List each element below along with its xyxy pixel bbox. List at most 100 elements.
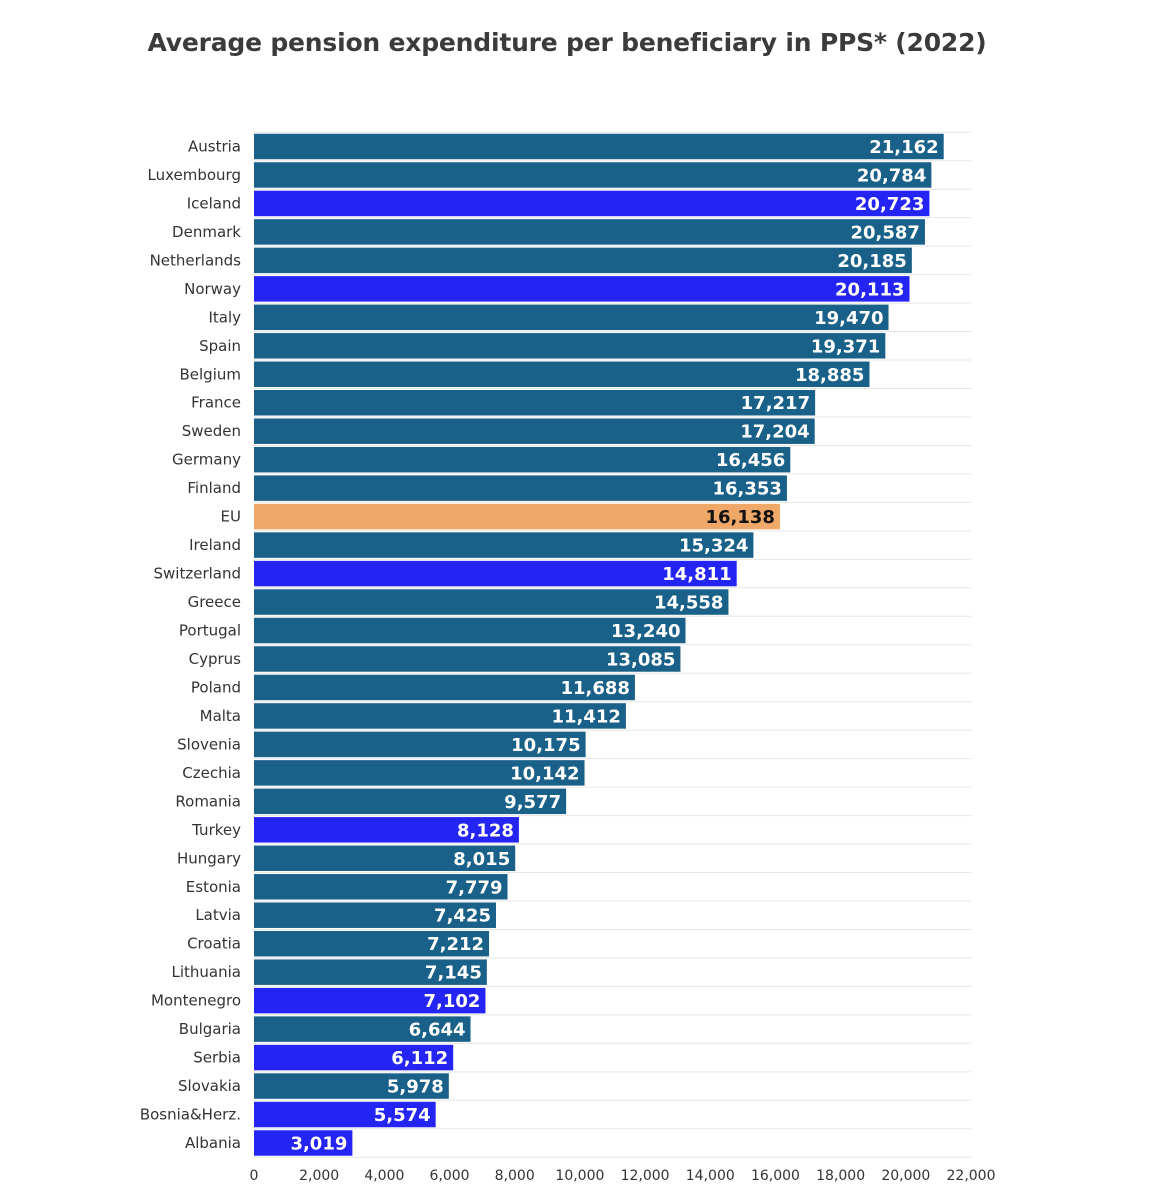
bar-romania (254, 788, 567, 815)
category-label: Slovenia (177, 735, 241, 753)
bar-serbia (254, 1044, 454, 1071)
category-label: Ireland (189, 536, 241, 554)
bar-denmark (254, 219, 925, 245)
data-label: 10,142 (510, 763, 579, 784)
x-tick-label: 0 (250, 1168, 259, 1184)
data-label: 16,456 (716, 450, 785, 471)
bar-spain (254, 333, 886, 359)
bar-turkey (254, 817, 519, 843)
bar-finland (254, 475, 787, 501)
bar-sweden (254, 418, 815, 444)
bar-greece (254, 589, 729, 615)
category-label: Serbia (193, 1049, 241, 1067)
x-tick-label: 12,000 (621, 1168, 670, 1184)
grid-lines (254, 131, 971, 1158)
category-label: Bosnia&Herz. (140, 1106, 241, 1124)
data-label: 5,574 (374, 1105, 431, 1126)
bar-france (254, 390, 816, 416)
data-label: 7,425 (434, 906, 491, 927)
category-label: Portugal (179, 622, 241, 640)
bar-cyprus (254, 646, 681, 672)
category-label: Spain (199, 337, 241, 355)
data-label: 6,644 (409, 1020, 466, 1041)
data-label: 18,885 (795, 365, 864, 386)
bar-bosnia-herz- (254, 1101, 436, 1128)
category-label: EU (221, 508, 241, 526)
bar-germany (254, 446, 791, 473)
data-label: 5,978 (387, 1077, 444, 1098)
category-label: Sweden (182, 422, 241, 440)
category-label: Turkey (191, 821, 241, 839)
data-label: 11,412 (551, 706, 620, 727)
bar-iceland (254, 190, 930, 217)
category-label: Poland (191, 678, 241, 696)
data-label: 15,324 (679, 536, 748, 557)
data-label: 11,688 (560, 678, 629, 699)
data-label: 20,587 (850, 222, 919, 243)
bar-malta (254, 703, 626, 729)
category-label: Cyprus (189, 650, 242, 668)
data-label: 16,353 (712, 479, 781, 500)
bar-netherlands (254, 247, 912, 274)
bar-hungary (254, 845, 516, 872)
value-labels: 21,162 20,784 20,723 20,587 20,185 20,113 19,4… (290, 137, 938, 1155)
data-label: 20,784 (857, 165, 926, 186)
category-label: Czechia (182, 764, 241, 782)
bar-belgium (254, 361, 870, 388)
category-label: Estonia (186, 878, 241, 896)
category-label: Italy (208, 308, 241, 326)
data-label: 8,128 (457, 820, 514, 841)
x-tick-label: 20,000 (881, 1168, 930, 1184)
category-label: Denmark (172, 223, 241, 241)
category-label: Germany (172, 451, 241, 469)
data-label: 8,015 (453, 849, 510, 870)
chart-title: Average pension expenditure per benefici… (147, 28, 987, 57)
category-label: Romania (175, 792, 241, 810)
bar-slovakia (254, 1073, 449, 1099)
category-label: Latvia (195, 906, 241, 924)
bar-eu (254, 503, 780, 530)
x-tick-label: 8,000 (495, 1168, 535, 1184)
data-label: 20,723 (855, 194, 924, 215)
category-label: Malta (200, 707, 241, 725)
data-label: 13,085 (606, 649, 675, 670)
data-label: 7,779 (446, 877, 503, 898)
category-label: Belgium (180, 365, 242, 383)
category-label: Albania (185, 1134, 241, 1152)
category-label: Finland (187, 479, 241, 497)
x-tick-label: 4,000 (364, 1168, 404, 1184)
category-label: Greece (188, 593, 241, 611)
category-label: Netherlands (150, 251, 242, 269)
bar-montenegro (254, 987, 486, 1014)
bar-croatia (254, 930, 490, 957)
bar-austria (254, 133, 944, 160)
data-label: 3,019 (290, 1134, 347, 1155)
category-label: Luxembourg (148, 166, 242, 184)
data-label: 7,102 (424, 991, 481, 1012)
bar-bulgaria (254, 1016, 471, 1042)
data-label: 7,145 (425, 963, 482, 984)
bar-slovenia (254, 731, 586, 758)
category-label: Norway (184, 280, 241, 298)
data-label: 10,175 (511, 735, 580, 756)
category-label: Croatia (187, 935, 241, 953)
bars (254, 133, 944, 1156)
data-label: 17,204 (740, 422, 809, 443)
bar-lithuania (254, 959, 487, 985)
data-label: 14,811 (662, 564, 731, 585)
data-label: 20,113 (835, 279, 904, 300)
category-label: Iceland (187, 194, 241, 212)
bar-luxembourg (254, 162, 932, 188)
x-tick-label: 14,000 (686, 1168, 735, 1184)
bar-portugal (254, 617, 686, 644)
bar-ireland (254, 532, 754, 558)
data-label: 20,185 (837, 251, 906, 272)
bar-norway (254, 276, 910, 302)
x-axis-ticks: 0 2,000 4,000 6,000 8,000 10,000 12,000 14,000 1… (250, 1168, 996, 1184)
category-label: Hungary (177, 849, 241, 867)
data-label: 13,240 (611, 621, 680, 642)
data-label: 19,371 (811, 336, 880, 357)
category-label: Switzerland (154, 565, 242, 583)
